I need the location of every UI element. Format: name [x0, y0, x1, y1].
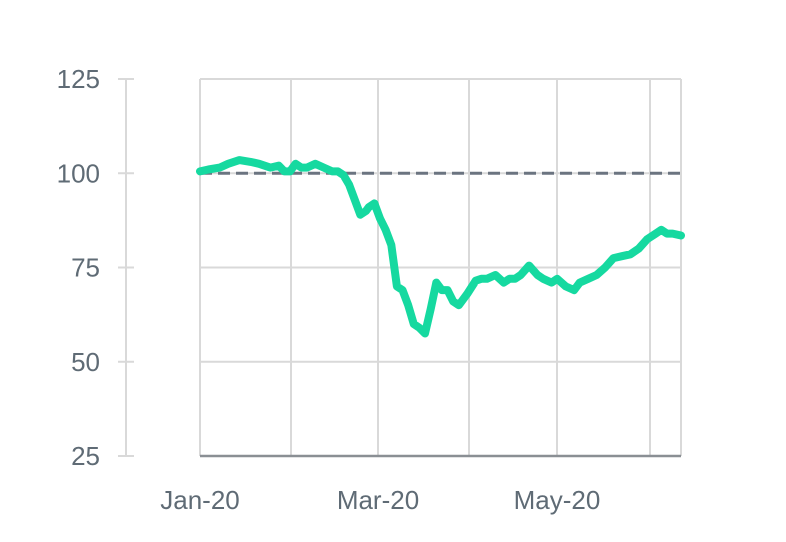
series-layer — [196, 156, 685, 338]
series-line-0 — [196, 156, 685, 338]
y-tick-label: 125 — [57, 64, 100, 94]
y-tick-label: 25 — [71, 441, 100, 471]
x-tick-label: May-20 — [514, 485, 601, 515]
y-tick-label: 100 — [57, 158, 100, 188]
x-tick-label: Jan-20 — [160, 485, 240, 515]
axes — [118, 78, 681, 458]
tick-labels: 25 50 75 100 125 Jan-20 Mar-20 May-20 — [57, 64, 601, 515]
y-tick-label: 50 — [71, 347, 100, 377]
x-tick-label: Mar-20 — [337, 485, 419, 515]
y-tick-label: 75 — [71, 253, 100, 283]
